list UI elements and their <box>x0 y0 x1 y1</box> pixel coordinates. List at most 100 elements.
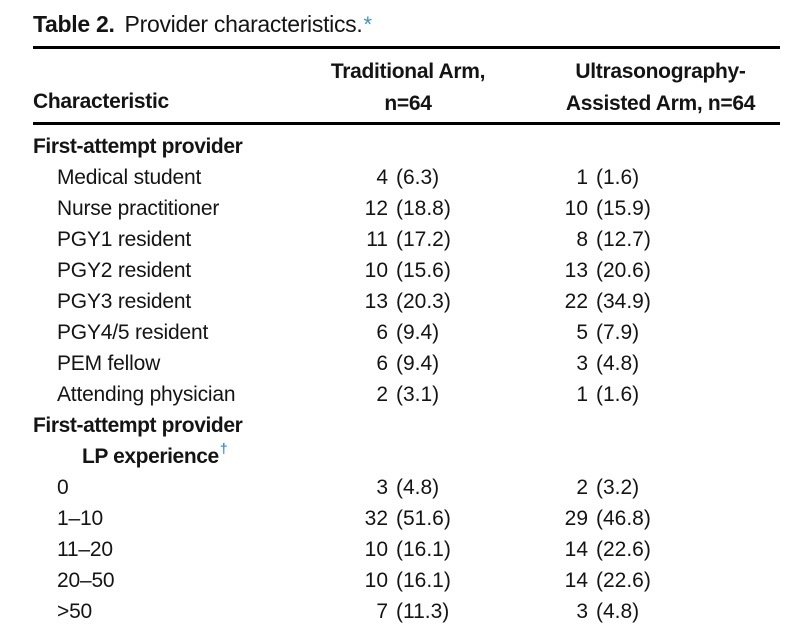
value-count: 5 <box>576 321 588 344</box>
value-percent: (15.9) <box>596 197 651 220</box>
column-header-ultrasonography-arm: Ultrasonography- Assisted Arm, n=64 <box>538 56 783 120</box>
value-count: 6 <box>376 321 388 344</box>
value-count: 6 <box>376 352 388 375</box>
table-row: LP experience† <box>0 441 805 472</box>
row-label: First-attempt provider <box>33 414 243 437</box>
footnote-asterisk-link[interactable]: * <box>363 12 372 37</box>
table-row: Attending physician 2 (3.1) 1 (1.6) <box>0 379 805 410</box>
value-percent: (11.3) <box>396 600 450 623</box>
value-count: 14 <box>564 569 588 592</box>
value-count: 13 <box>564 259 588 282</box>
row-label: 0 <box>57 476 69 499</box>
column-header-traditional-arm: Traditional Arm, n=64 <box>298 56 518 120</box>
row-label: PGY4/5 resident <box>57 321 209 344</box>
row-label: LP experience† <box>82 440 228 468</box>
value-count: 4 <box>376 166 388 189</box>
value-percent: (3.2) <box>596 476 640 499</box>
footnote-dagger-link[interactable]: † <box>219 440 228 456</box>
value-percent: (6.3) <box>396 166 440 189</box>
header-line: Ultrasonography- <box>575 60 746 83</box>
value-percent: (15.6) <box>396 259 451 282</box>
value-percent: (17.2) <box>396 228 451 251</box>
header-rule <box>33 122 780 125</box>
table-row: First-attempt provider <box>0 131 805 162</box>
row-label: 20–50 <box>57 569 115 592</box>
row-label: 1–10 <box>57 507 103 530</box>
value-count: 14 <box>564 538 588 561</box>
header-line: Assisted Arm, n=64 <box>565 92 756 115</box>
value-count: 10 <box>564 197 588 220</box>
value-count: 11 <box>366 228 388 251</box>
table-row: 1–10 32 (51.6) 29 (46.8) <box>0 503 805 534</box>
table-title-text: Provider characteristics. <box>124 11 363 37</box>
value-percent: (16.1) <box>396 538 451 561</box>
value-count: 10 <box>364 259 388 282</box>
value-count: 1 <box>576 383 588 406</box>
table-row: >50 7 (11.3) 3 (4.8) <box>0 596 805 626</box>
table-row: PGY2 resident 10 (15.6) 13 (20.6) <box>0 255 805 286</box>
value-count: 29 <box>564 507 588 530</box>
value-percent: (1.6) <box>596 383 640 406</box>
table-row: Medical student 4 (6.3) 1 (1.6) <box>0 162 805 193</box>
value-count: 3 <box>576 600 588 623</box>
value-percent: (18.8) <box>396 197 451 220</box>
row-label: Attending physician <box>57 383 236 406</box>
table-body: First-attempt provider Medical student 4 (6… <box>0 131 805 626</box>
row-label: PGY1 resident <box>57 228 191 251</box>
value-percent: (20.6) <box>596 259 651 282</box>
table-row: PGY4/5 resident 6 (9.4) 5 (7.9) <box>0 317 805 348</box>
header-line: Traditional Arm, <box>330 60 486 83</box>
table-row: First-attempt provider <box>0 410 805 441</box>
row-label: First-attempt provider <box>33 135 243 158</box>
top-rule <box>33 46 780 49</box>
value-count: 10 <box>364 538 388 561</box>
table-row: Nurse practitioner 12 (18.8) 10 (15.9) <box>0 193 805 224</box>
value-percent: (20.3) <box>396 290 451 313</box>
table-row: 11–20 10 (16.1) 14 (22.6) <box>0 534 805 565</box>
value-count: 1 <box>576 166 588 189</box>
row-label: PEM fellow <box>57 352 161 375</box>
value-percent: (4.8) <box>396 476 440 499</box>
value-count: 2 <box>376 383 388 406</box>
row-label: PGY2 resident <box>57 259 191 282</box>
value-count: 3 <box>376 476 388 499</box>
value-count: 10 <box>364 569 388 592</box>
value-count: 3 <box>576 352 588 375</box>
value-count: 8 <box>576 228 588 251</box>
value-percent: (4.8) <box>596 600 640 623</box>
value-count: 32 <box>364 507 388 530</box>
table-row: 20–50 10 (16.1) 14 (22.6) <box>0 565 805 596</box>
value-percent: (9.4) <box>396 352 440 375</box>
value-percent: (16.1) <box>396 569 451 592</box>
value-count: 22 <box>564 290 588 313</box>
value-percent: (22.6) <box>596 569 651 592</box>
value-count: 13 <box>364 290 388 313</box>
row-label: >50 <box>57 600 93 623</box>
row-label: Medical student <box>57 166 202 189</box>
row-label: 11–20 <box>57 538 113 561</box>
value-percent: (51.6) <box>396 507 451 530</box>
value-percent: (1.6) <box>596 166 640 189</box>
table-row: PGY3 resident 13 (20.3) 22 (34.9) <box>0 286 805 317</box>
table-number-label: Table 2. <box>33 11 115 37</box>
row-label: PGY3 resident <box>57 290 191 313</box>
value-percent: (7.9) <box>596 321 640 344</box>
value-percent: (4.8) <box>596 352 640 375</box>
value-count: 12 <box>364 197 388 220</box>
value-count: 7 <box>376 600 388 623</box>
value-percent: (34.9) <box>596 290 651 313</box>
table-title: Table 2. Provider characteristics.* <box>33 11 372 38</box>
table-row: PEM fellow 6 (9.4) 3 (4.8) <box>0 348 805 379</box>
table-row: PGY1 resident 11 (17.2) 8 (12.7) <box>0 224 805 255</box>
value-percent: (22.6) <box>596 538 651 561</box>
row-label: Nurse practitioner <box>57 197 220 220</box>
table-row: 0 3 (4.8) 2 (3.2) <box>0 472 805 503</box>
value-percent: (9.4) <box>396 321 440 344</box>
value-percent: (12.7) <box>596 228 651 251</box>
value-percent: (46.8) <box>596 507 651 530</box>
header-line: n=64 <box>384 92 432 115</box>
value-count: 2 <box>576 476 588 499</box>
column-header-characteristic: Characteristic <box>33 90 169 113</box>
value-percent: (3.1) <box>396 383 440 406</box>
